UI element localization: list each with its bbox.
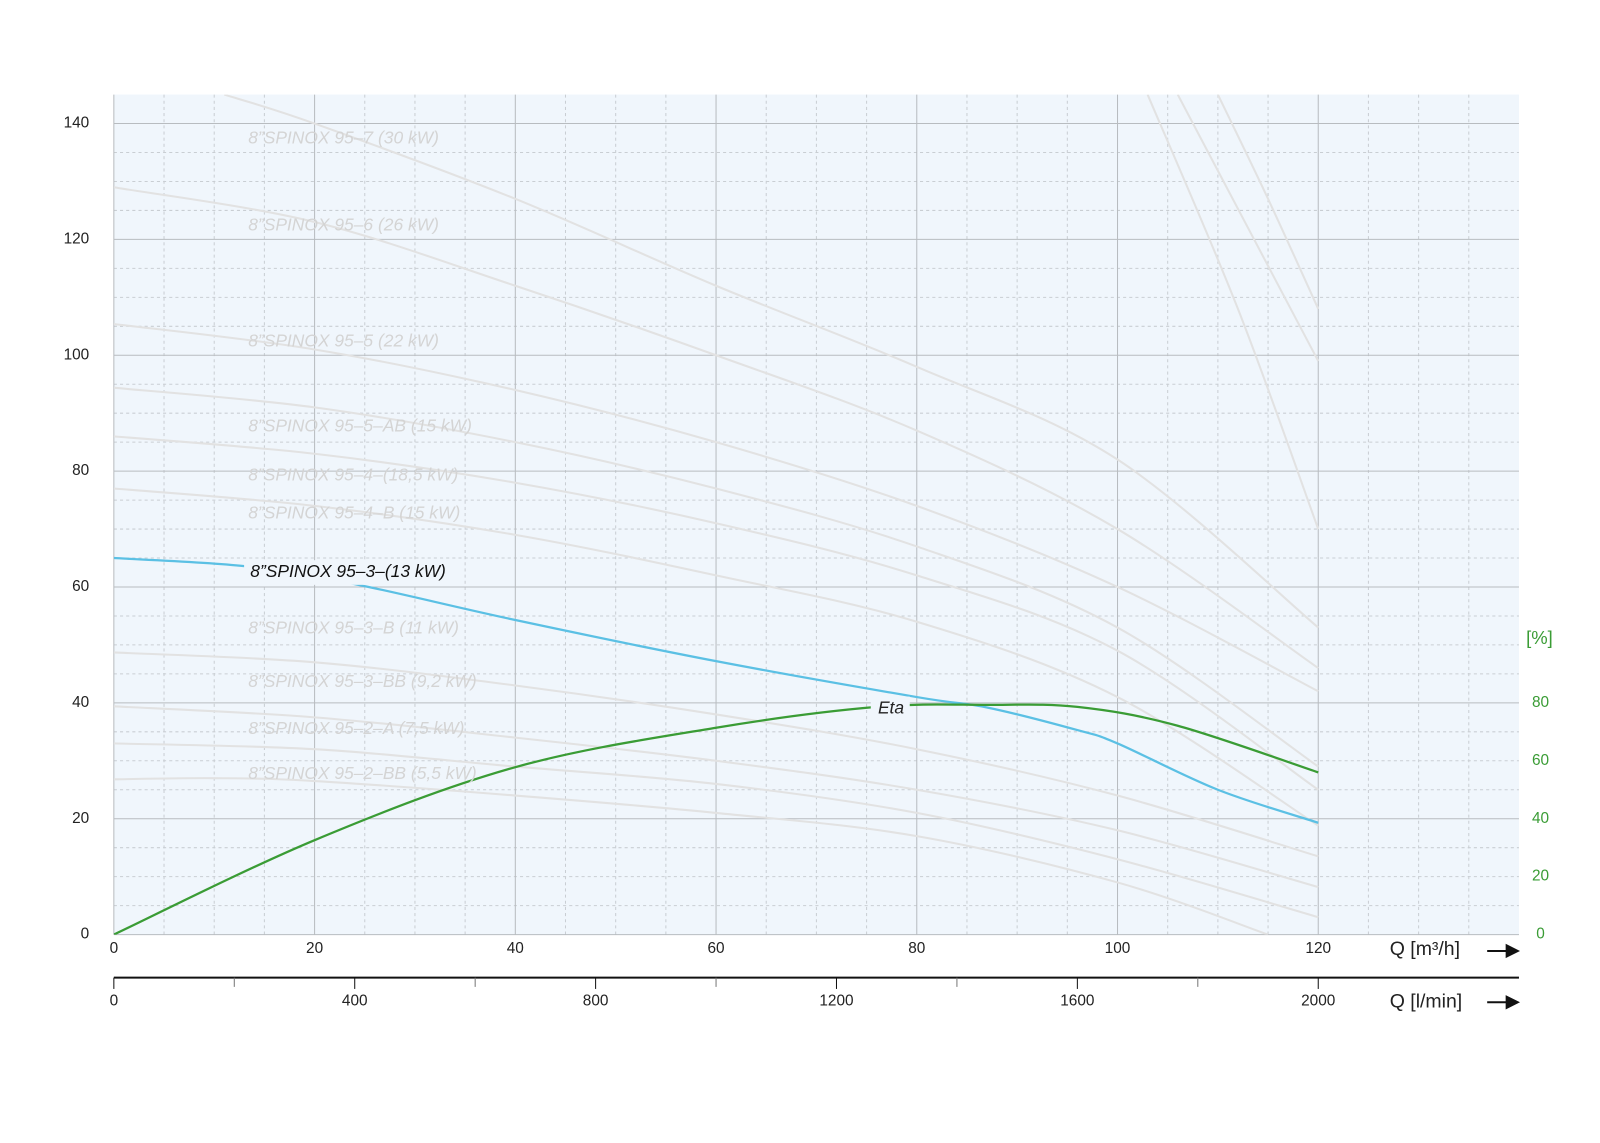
curve <box>113 777 1269 935</box>
y-tick-label: 20 <box>72 810 89 827</box>
x2-tick-label: 400 <box>342 992 368 1009</box>
curve <box>223 94 1319 629</box>
curve-label: 8”SPINOX 95–2–A (7,5 kW) <box>248 718 464 738</box>
x-tick-label: 100 <box>1105 940 1131 957</box>
curve <box>1146 94 1320 530</box>
y2-tick-label: 40 <box>1532 810 1549 827</box>
y2-axis-label: [%] <box>1526 627 1553 648</box>
curve <box>113 322 1319 693</box>
curve <box>1216 94 1320 310</box>
x-axis-label: Q [m³/h] <box>1390 938 1460 960</box>
curve-label: 8”SPINOX 95–4–B (15 kW) <box>248 503 460 523</box>
curve <box>113 435 1319 791</box>
x2-tick-label: 0 <box>110 992 119 1009</box>
x2-tick-label: 1600 <box>1060 992 1094 1009</box>
curve <box>113 651 1319 858</box>
y2-tick-label: 60 <box>1532 752 1549 769</box>
curve-label: 8”SPINOX 95–2–BB (5,5 kW) <box>248 763 477 783</box>
y-tick-label: 140 <box>64 115 90 132</box>
curve-label: 8”SPINOX 95–5–AB (15 kW) <box>248 415 472 435</box>
y-tick-label: 80 <box>72 462 89 479</box>
x-tick-label: 0 <box>110 940 119 957</box>
curve-label: 8”SPINOX 95–4–(18,5 kW) <box>248 465 458 485</box>
y2-tick-label: 20 <box>1532 868 1549 885</box>
x2-axis-label: Q [l/min] <box>1390 990 1462 1012</box>
x-tick-label: 20 <box>306 940 323 957</box>
curve <box>113 487 1319 827</box>
y-tick-label: 0 <box>81 926 90 943</box>
curve-label: 8”SPINOX 95–5 (22 kW) <box>248 330 439 350</box>
curve-label: 8”SPINOX 95–7 (30 kW) <box>248 127 439 147</box>
highlight-curve <box>113 703 1319 935</box>
x-tick-label: 80 <box>908 940 925 957</box>
y2-tick-label: 80 <box>1532 694 1549 711</box>
x-tick-label: 40 <box>507 940 524 957</box>
y-tick-label: 100 <box>64 346 90 363</box>
y-tick-label: 40 <box>72 694 89 711</box>
curve-label: 8”SPINOX 95–6 (26 kW) <box>248 214 439 234</box>
curve-label: 8”SPINOX 95–3–B (11 kW) <box>248 618 459 638</box>
curve <box>113 742 1319 919</box>
label-gap <box>244 560 437 585</box>
arrow <box>1505 995 1520 1010</box>
x-tick-label: 60 <box>707 940 724 957</box>
x2-tick-label: 1200 <box>819 992 853 1009</box>
y2-tick-label: 0 <box>1536 926 1545 943</box>
label-gap <box>870 696 910 722</box>
y-tick-label: 60 <box>72 578 89 595</box>
curve-label: Eta <box>878 698 904 718</box>
arrow <box>1505 943 1520 959</box>
curve <box>113 186 1319 669</box>
x-tick-label: 120 <box>1305 940 1331 957</box>
curve-label: 8”SPINOX 95–3–BB (9,2 kW) <box>248 671 477 691</box>
curve <box>113 386 1319 768</box>
curve <box>113 705 1319 889</box>
x2-tick-label: 2000 <box>1301 992 1335 1009</box>
y-tick-label: 120 <box>64 230 90 247</box>
x2-tick-label: 800 <box>583 992 609 1009</box>
curve <box>1176 94 1320 362</box>
curve-label: 8”SPINOX 95–3–(13 kW) <box>250 561 446 581</box>
